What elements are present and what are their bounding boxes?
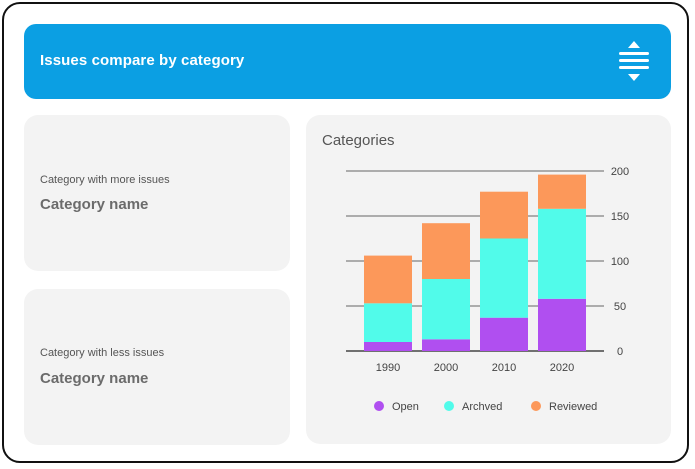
y-tick-label: 100 [611, 256, 629, 268]
least-issues-category: Category name [40, 370, 149, 387]
bar-open-2020 [538, 298, 586, 351]
bar-reviewed-2010 [480, 191, 528, 239]
y-tick-label: 200 [611, 166, 629, 178]
bar-reviewed-1990 [364, 255, 412, 304]
legend-marker-open [374, 401, 384, 411]
y-tick-label: 50 [614, 301, 626, 313]
bar-archved-2000 [422, 279, 470, 340]
bar-open-1990 [364, 342, 412, 351]
legend-marker-reviewed [531, 401, 541, 411]
legend-label-open: Open [392, 401, 419, 413]
least-issues-card: Category with less issues Category name [24, 289, 290, 445]
bar-open-2010 [480, 317, 528, 351]
most-issues-category: Category name [40, 196, 149, 213]
categories-chart-card: Categories 0 50 100 150 200 1990 2000 2010 2020 O… [306, 115, 671, 444]
bar-archved-1990 [364, 303, 412, 342]
legend-marker-archved [444, 401, 454, 411]
legend-label-archved: Archved [462, 401, 502, 413]
x-tick-label: 2020 [550, 362, 574, 374]
chart-title: Categories [322, 132, 395, 149]
bar-open-2000 [422, 339, 470, 351]
bar-reviewed-2000 [422, 223, 470, 279]
stacked-bar-chart: 0 50 100 150 200 1990 2000 2010 2020 Open Archved R… [346, 166, 629, 413]
bar-archved-2010 [480, 238, 528, 318]
y-tick-label: 0 [617, 346, 623, 358]
most-issues-card: Category with more issues Category name [24, 115, 290, 271]
most-issues-caption: Category with more issues [40, 174, 170, 186]
page-header: Issues compare by category [24, 24, 671, 99]
sort-vertical-icon[interactable] [617, 39, 651, 83]
legend-label-reviewed: Reviewed [549, 401, 597, 413]
bar-reviewed-2020 [538, 174, 586, 209]
x-tick-label: 2010 [492, 362, 516, 374]
y-tick-label: 150 [611, 211, 629, 223]
page-title: Issues compare by category [40, 52, 245, 69]
x-tick-label: 2000 [434, 362, 458, 374]
least-issues-caption: Category with less issues [40, 347, 165, 359]
x-tick-label: 1990 [376, 362, 400, 374]
bar-archved-2020 [538, 208, 586, 299]
